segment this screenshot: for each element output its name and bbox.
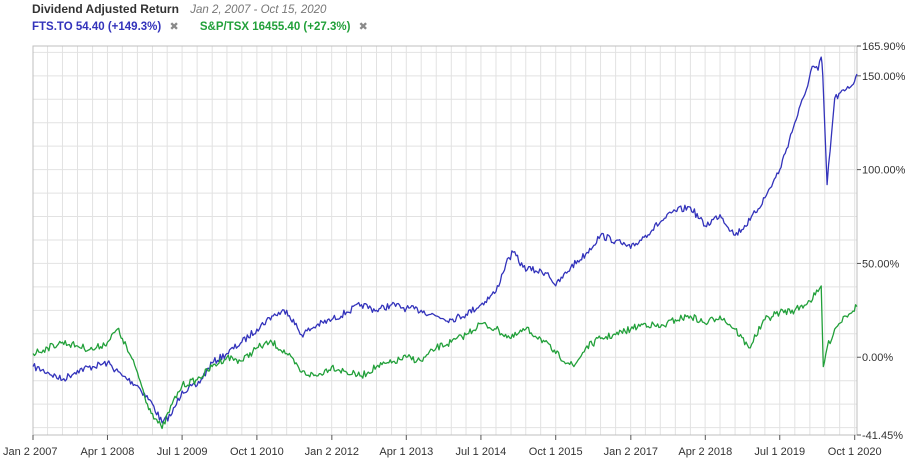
legend-item-fts: FTS.TO 54.40 (+149.3%) ✖ bbox=[32, 20, 179, 33]
y-tick-label: 0.00% bbox=[862, 352, 893, 364]
plot-area bbox=[32, 45, 858, 436]
x-tick-label: Jan 2 2012 bbox=[305, 446, 359, 458]
y-tick-label: -41.45% bbox=[862, 430, 903, 442]
x-tick-label: Apr 1 2013 bbox=[379, 446, 433, 458]
remove-series-tsx-icon[interactable]: ✖ bbox=[358, 21, 368, 33]
x-tick-label: Jan 2 2007 bbox=[3, 446, 57, 458]
y-tick-label: 150.00% bbox=[862, 71, 906, 83]
date-range: Jan 2, 2007 - Oct 15, 2020 bbox=[190, 4, 327, 16]
x-tick-label: Apr 2 2018 bbox=[678, 446, 732, 458]
remove-series-fts-icon[interactable]: ✖ bbox=[169, 21, 179, 33]
chart-header: Dividend Adjusted Return Jan 2, 2007 - O… bbox=[32, 2, 326, 16]
y-tick-label: 50.00% bbox=[862, 258, 900, 270]
series-line-fts-to bbox=[32, 56, 858, 424]
legend-label-tsx: S&P/TSX 16455.40 (+27.3%) bbox=[199, 21, 351, 33]
x-tick-label: Jan 2 2017 bbox=[604, 446, 658, 458]
x-tick-label: Oct 1 2015 bbox=[529, 446, 583, 458]
series-line-s-p-tsx bbox=[32, 285, 858, 430]
x-tick-label: Jul 1 2014 bbox=[456, 446, 507, 458]
x-tick-label: Apr 1 2008 bbox=[81, 446, 135, 458]
x-tick-label: Oct 1 2020 bbox=[828, 446, 882, 458]
y-tick-label: 100.00% bbox=[862, 165, 906, 177]
x-tick-label: Oct 1 2010 bbox=[230, 446, 284, 458]
x-tick-label: Jul 1 2019 bbox=[754, 446, 805, 458]
chart-title: Dividend Adjusted Return bbox=[32, 2, 179, 16]
legend: FTS.TO 54.40 (+149.3%) ✖ S&P/TSX 16455.4… bbox=[32, 20, 386, 33]
x-tick-label: Jul 1 2009 bbox=[157, 446, 208, 458]
y-tick-label: 165.90% bbox=[862, 41, 906, 53]
legend-label-fts: FTS.TO 54.40 (+149.3%) bbox=[32, 21, 162, 33]
legend-item-tsx: S&P/TSX 16455.40 (+27.3%) ✖ bbox=[200, 20, 368, 33]
